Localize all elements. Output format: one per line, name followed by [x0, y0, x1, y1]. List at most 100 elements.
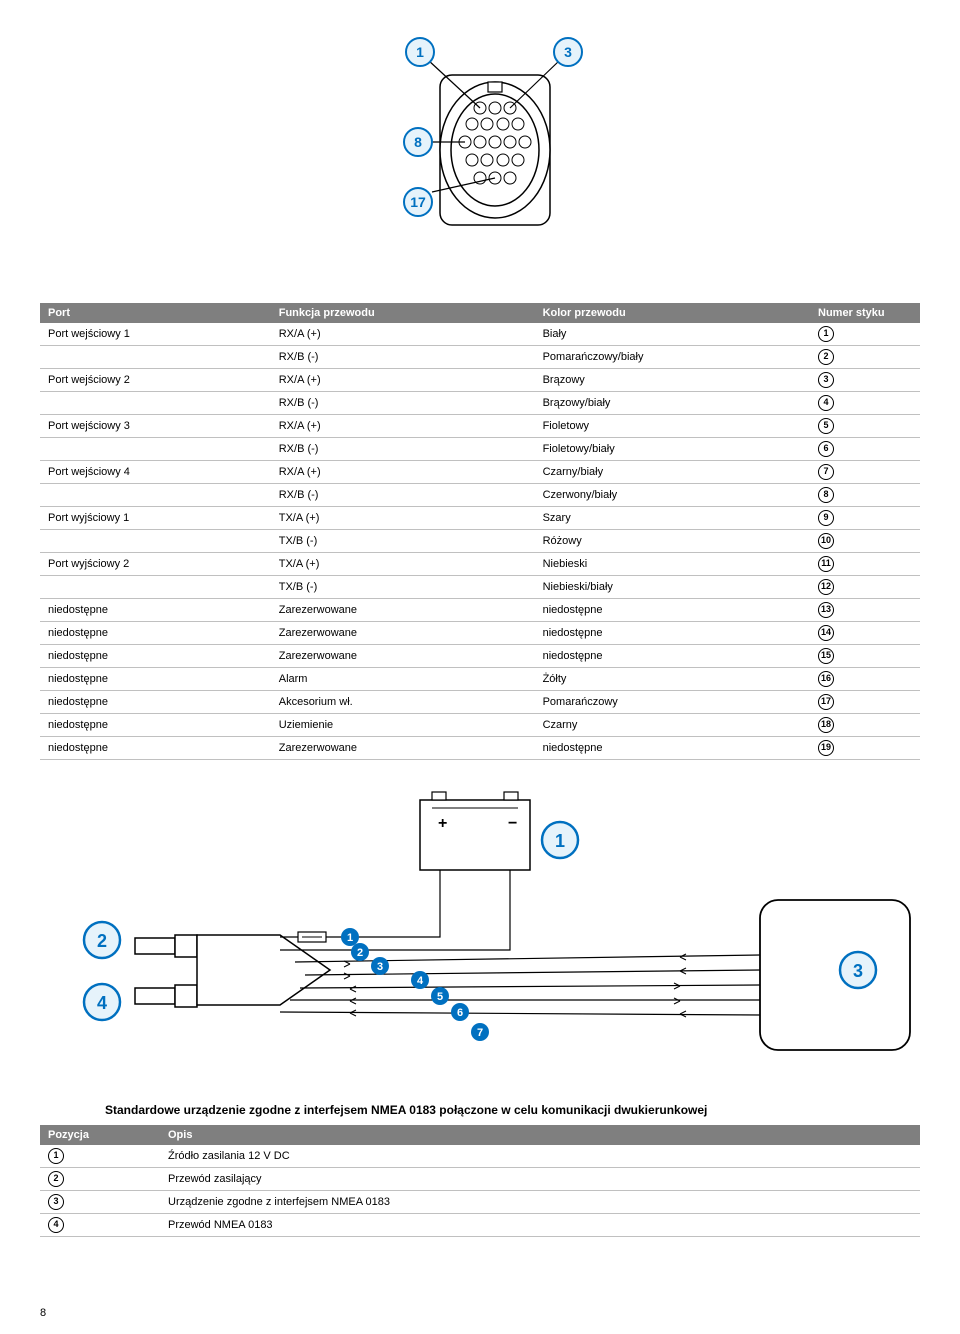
cell-pos: 4 [40, 1214, 160, 1237]
pinout-table: Port Funkcja przewodu Kolor przewodu Num… [40, 303, 920, 760]
cell-color: niedostępne [535, 737, 810, 760]
cell-port [40, 484, 271, 507]
table-row: Port wejściowy 2RX/A (+)Brązowy3 [40, 369, 920, 392]
table-row: RX/B (-)Czerwony/biały8 [40, 484, 920, 507]
cell-pin: 3 [810, 369, 920, 392]
cell-port [40, 392, 271, 415]
th-desc: Opis [160, 1125, 920, 1145]
cell-func: RX/B (-) [271, 484, 535, 507]
cell-color: Różowy [535, 530, 810, 553]
cell-desc: Przewód zasilający [160, 1168, 920, 1191]
svg-text:2: 2 [357, 947, 363, 959]
table-row: TX/B (-)Różowy10 [40, 530, 920, 553]
cell-color: Czarny/biały [535, 461, 810, 484]
cell-pin: 10 [810, 530, 920, 553]
cell-pin: 2 [810, 346, 920, 369]
svg-text:+: + [438, 815, 447, 832]
cell-func: RX/B (-) [271, 438, 535, 461]
cell-func: Zarezerwowane [271, 599, 535, 622]
cell-port [40, 576, 271, 599]
cell-func: RX/A (+) [271, 323, 535, 346]
callout-8: 8 [414, 134, 422, 150]
svg-text:4: 4 [417, 975, 424, 987]
cell-pin: 12 [810, 576, 920, 599]
cell-func: Zarezerwowane [271, 645, 535, 668]
cell-desc: Przewód NMEA 0183 [160, 1214, 920, 1237]
table-row: Port wyjściowy 2TX/A (+)Niebieski11 [40, 553, 920, 576]
table-row: Port wejściowy 3RX/A (+)Fioletowy5 [40, 415, 920, 438]
cell-color: Pomarańczowy [535, 691, 810, 714]
th-port: Port [40, 303, 271, 323]
table-row: RX/B (-)Fioletowy/biały6 [40, 438, 920, 461]
th-pos: Pozycja [40, 1125, 160, 1145]
table-row: niedostępneZarezerwowaneniedostępne14 [40, 622, 920, 645]
cell-color: Czerwony/biały [535, 484, 810, 507]
cell-port: Port wyjściowy 2 [40, 553, 271, 576]
svg-text:1: 1 [555, 831, 565, 851]
cell-func: RX/B (-) [271, 392, 535, 415]
cell-pin: 8 [810, 484, 920, 507]
cell-func: TX/B (-) [271, 576, 535, 599]
cell-port: Port wejściowy 2 [40, 369, 271, 392]
table-row: niedostępneZarezerwowaneniedostępne15 [40, 645, 920, 668]
svg-text:1: 1 [347, 932, 353, 944]
table-row: niedostępneUziemienieCzarny18 [40, 714, 920, 737]
th-func: Funkcja przewodu [271, 303, 535, 323]
cell-func: TX/A (+) [271, 553, 535, 576]
cell-port: Port wejściowy 1 [40, 323, 271, 346]
cell-pin: 18 [810, 714, 920, 737]
cell-color: niedostępne [535, 599, 810, 622]
svg-text:3: 3 [377, 961, 383, 973]
cell-func: Uziemienie [271, 714, 535, 737]
cell-func: Zarezerwowane [271, 737, 535, 760]
cell-color: niedostępne [535, 645, 810, 668]
svg-text:7: 7 [477, 1027, 483, 1039]
cell-color: Szary [535, 507, 810, 530]
description-table: Pozycja Opis 1Źródło zasilania 12 V DC2P… [40, 1125, 920, 1237]
diagram-caption: Standardowe urządzenie zgodne z interfej… [40, 1103, 920, 1117]
th-color: Kolor przewodu [535, 303, 810, 323]
table-row: niedostępneZarezerwowaneniedostępne13 [40, 599, 920, 622]
cell-pos: 3 [40, 1191, 160, 1214]
table-row: niedostępneAlarmŻółty16 [40, 668, 920, 691]
table-row: niedostępneZarezerwowaneniedostępne19 [40, 737, 920, 760]
callout-1: 1 [416, 44, 424, 60]
cell-pin: 17 [810, 691, 920, 714]
cell-func: Alarm [271, 668, 535, 691]
table-row: 1Źródło zasilania 12 V DC [40, 1145, 920, 1168]
cell-func: TX/A (+) [271, 507, 535, 530]
cell-port: Port wyjściowy 1 [40, 507, 271, 530]
cell-port: niedostępne [40, 622, 271, 645]
cell-color: Pomarańczowy/biały [535, 346, 810, 369]
cell-pin: 6 [810, 438, 920, 461]
cell-pin: 13 [810, 599, 920, 622]
table-row: RX/B (-)Pomarańczowy/biały2 [40, 346, 920, 369]
cell-pin: 16 [810, 668, 920, 691]
cell-pin: 5 [810, 415, 920, 438]
cell-color: Fioletowy/biały [535, 438, 810, 461]
table-row: niedostępneAkcesorium wł.Pomarańczowy17 [40, 691, 920, 714]
cell-color: Fioletowy [535, 415, 810, 438]
cell-pos: 2 [40, 1168, 160, 1191]
table-row: Port wejściowy 4RX/A (+)Czarny/biały7 [40, 461, 920, 484]
connector-diagram: 1 3 8 17 [40, 30, 920, 283]
page-number: 8 [40, 1307, 46, 1319]
cell-pin: 11 [810, 553, 920, 576]
cell-port: Port wejściowy 4 [40, 461, 271, 484]
cell-pos: 1 [40, 1145, 160, 1168]
cell-pin: 15 [810, 645, 920, 668]
cell-pin: 7 [810, 461, 920, 484]
svg-text:3: 3 [853, 961, 863, 981]
table-header-row: Port Funkcja przewodu Kolor przewodu Num… [40, 303, 920, 323]
cell-port [40, 438, 271, 461]
cell-pin: 14 [810, 622, 920, 645]
table-row: 2Przewód zasilający [40, 1168, 920, 1191]
table-row: RX/B (-)Brązowy/biały4 [40, 392, 920, 415]
cell-port: niedostępne [40, 645, 271, 668]
cell-pin: 19 [810, 737, 920, 760]
cell-pin: 4 [810, 392, 920, 415]
table-row: TX/B (-)Niebieski/biały12 [40, 576, 920, 599]
cell-color: Biały [535, 323, 810, 346]
cell-func: RX/A (+) [271, 369, 535, 392]
cell-port: niedostępne [40, 691, 271, 714]
